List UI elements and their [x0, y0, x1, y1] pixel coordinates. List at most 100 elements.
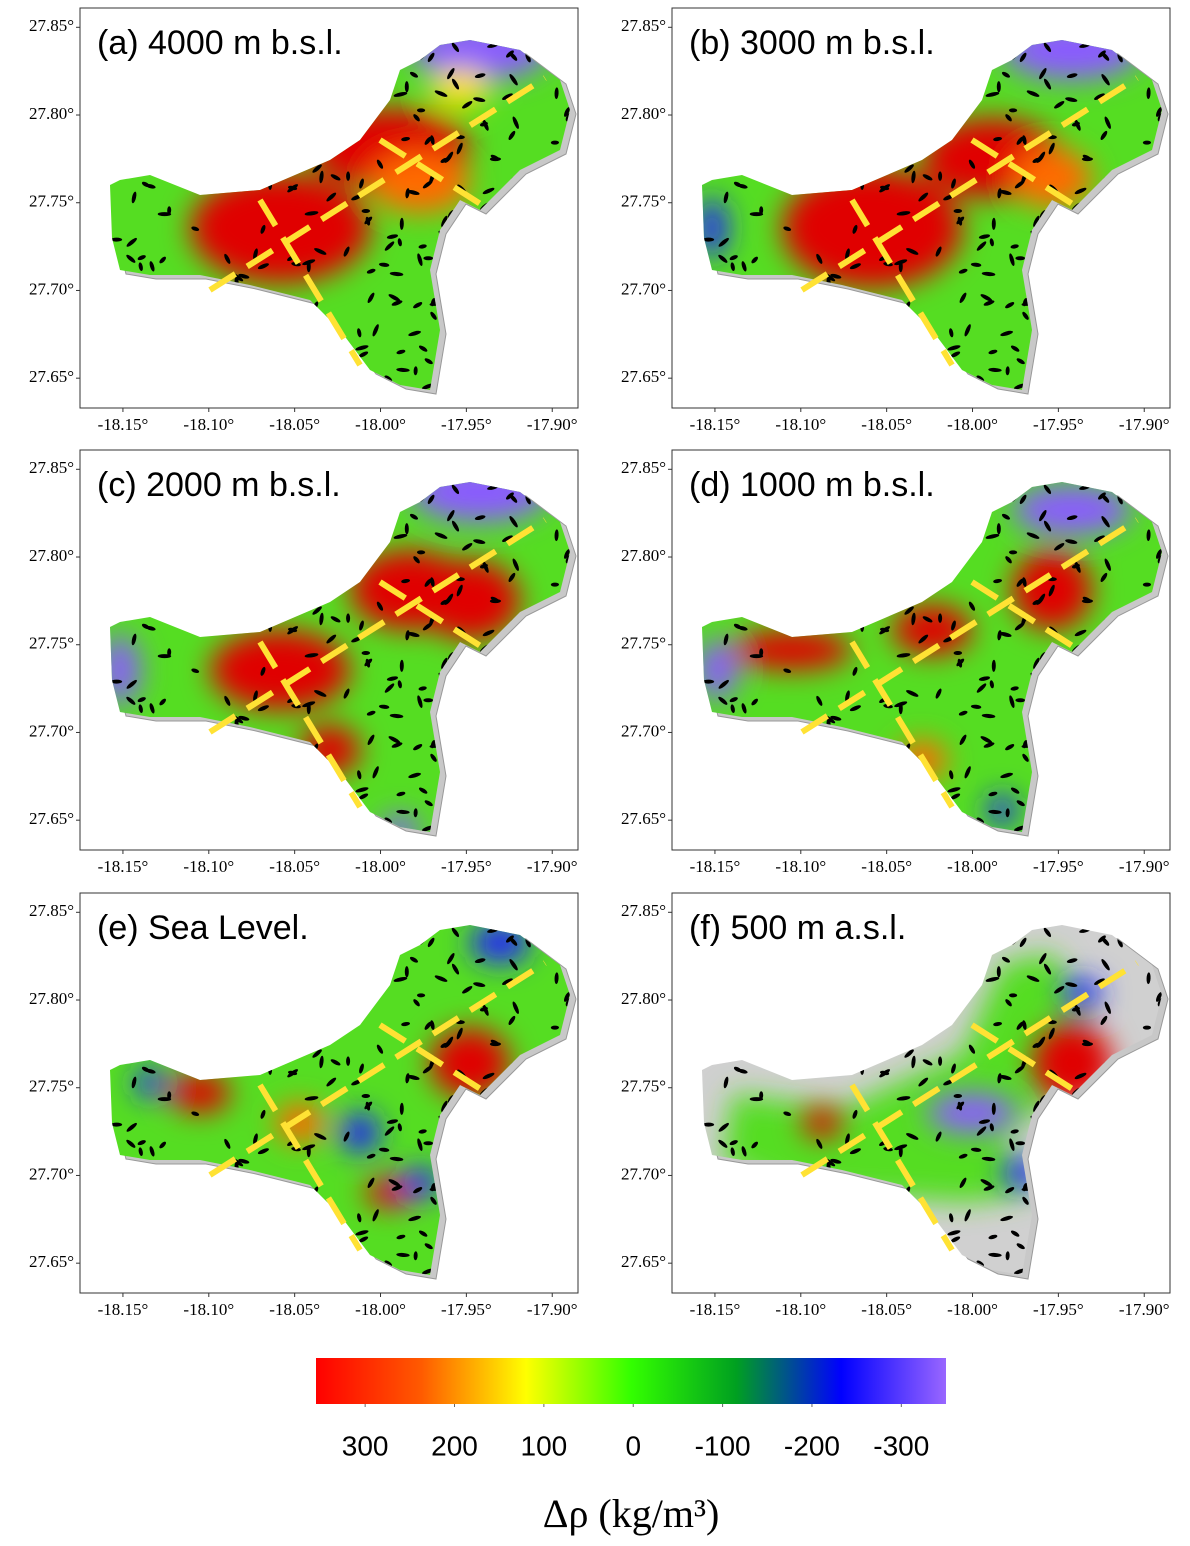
vent [159, 256, 167, 264]
vent [723, 1076, 729, 1089]
rift-axis [849, 640, 955, 809]
vent [312, 1049, 322, 1058]
vent [1022, 1020, 1027, 1030]
vent [1101, 494, 1110, 503]
vent [1001, 513, 1011, 520]
vent [409, 71, 419, 78]
vent [287, 184, 298, 193]
x-tick-label: -18.15° [98, 1300, 149, 1319]
vent [985, 976, 1000, 982]
vent [1146, 87, 1151, 100]
vent [386, 234, 399, 239]
colorbar-tick-label: 300 [342, 1430, 389, 1461]
vent [357, 1213, 362, 1223]
vent [376, 1044, 384, 1054]
vent [359, 178, 364, 189]
x-tick-label: -18.00° [355, 857, 406, 876]
vent [451, 963, 460, 975]
vent [751, 256, 759, 264]
x-tick-label: -18.10° [775, 1300, 826, 1319]
vent [970, 704, 982, 709]
vent [896, 653, 911, 658]
vent [509, 52, 518, 61]
vent [845, 248, 850, 260]
vent [326, 1077, 337, 1087]
vent [253, 248, 258, 260]
vent [904, 1049, 914, 1058]
vent [1022, 1196, 1029, 1205]
x-tick-label: -18.15° [690, 1300, 741, 1319]
vent [976, 1126, 987, 1136]
vent [424, 1243, 433, 1250]
vent [845, 690, 850, 702]
vent [509, 959, 518, 971]
y-tick-label: 27.65° [621, 1252, 666, 1271]
rift-axis [800, 960, 1139, 1178]
map-panel [671, 7, 1171, 409]
panel-title: (c) 2000 m b.s.l. [97, 466, 341, 504]
vent [1146, 529, 1151, 542]
x-tick-label: -17.95° [1033, 857, 1084, 876]
vent [302, 259, 316, 266]
vent [988, 791, 998, 797]
vent [304, 653, 319, 658]
vent [482, 1072, 495, 1080]
vent [423, 698, 434, 703]
vent [409, 513, 419, 520]
y-tick-label: 27.80° [29, 104, 74, 123]
vent [399, 217, 404, 230]
vent [993, 1021, 1003, 1027]
vent [935, 1131, 942, 1142]
vent [1005, 808, 1010, 818]
vent [959, 1177, 967, 1189]
vent [423, 1141, 434, 1146]
vent [413, 366, 418, 376]
rift-axis [208, 960, 547, 1178]
vent [1074, 629, 1087, 637]
x-tick-label: -17.90° [527, 1300, 578, 1319]
vent [1101, 959, 1110, 971]
vent [1000, 1215, 1013, 1222]
vent [741, 703, 747, 714]
vent [985, 91, 1000, 97]
y-tick-label: 27.75° [621, 192, 666, 211]
vent [989, 1123, 994, 1132]
vent [718, 1139, 728, 1148]
vent [389, 271, 404, 277]
vent [1054, 986, 1065, 994]
vent [430, 297, 436, 307]
vent [489, 599, 502, 604]
vent [950, 793, 961, 800]
vent [1016, 136, 1024, 145]
vent [997, 188, 1002, 199]
vent [367, 292, 375, 304]
vent [357, 770, 362, 780]
vent [911, 170, 916, 184]
vent [434, 975, 448, 982]
vent [396, 1234, 406, 1240]
vent [462, 101, 473, 109]
vent [978, 234, 991, 239]
vent [502, 93, 513, 100]
x-tick-label: -17.90° [1119, 415, 1170, 434]
vent [159, 1141, 167, 1149]
vent [287, 626, 298, 635]
vent [482, 187, 495, 195]
vent [456, 142, 463, 155]
vent [386, 676, 399, 681]
vent [830, 1158, 842, 1164]
vent [953, 209, 963, 214]
vent [357, 328, 362, 338]
vent [238, 273, 250, 279]
vent [958, 1153, 968, 1159]
y-tick-label: 27.80° [29, 546, 74, 565]
vent [1071, 563, 1080, 569]
anomaly [400, 1168, 440, 1198]
anomaly [732, 630, 852, 670]
y-tick-label: 27.70° [29, 1164, 74, 1183]
vent [968, 1044, 976, 1054]
vent [361, 209, 371, 214]
vent [430, 577, 435, 587]
anomaly [340, 1113, 380, 1153]
